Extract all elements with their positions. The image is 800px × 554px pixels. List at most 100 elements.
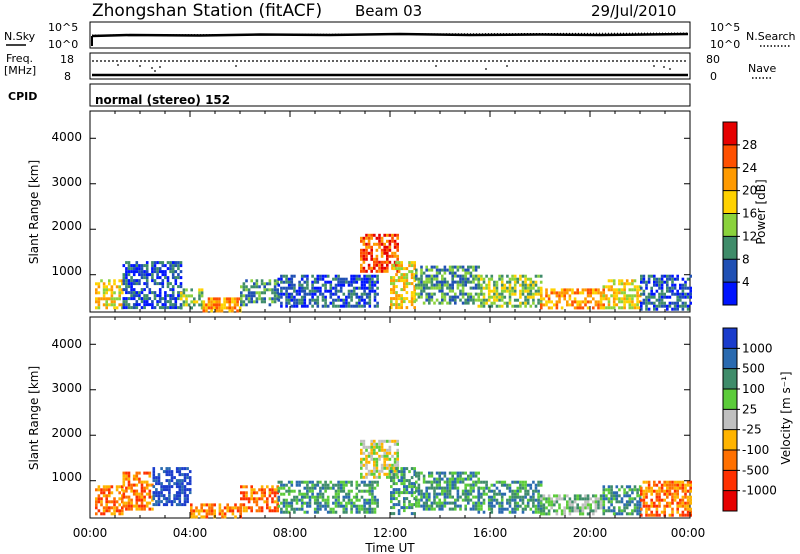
velocity-cell [268,509,272,513]
velocity-cell [513,501,517,505]
power-cell [293,298,296,302]
power-cell [686,277,690,281]
power-cell [435,265,439,269]
velocity-colorbar-frame [722,327,738,512]
velocity-cell [293,495,296,499]
velocity-cell [110,491,114,495]
velocity-cell [130,504,133,508]
power-cell [266,282,269,286]
power-cell [524,298,527,302]
power-cell [287,280,291,284]
power-cell [435,268,439,272]
velocity-cell [197,509,201,513]
power-cell [97,282,101,286]
velocity-cell [620,509,624,513]
velocity-cell [360,472,363,476]
velocity-cell [663,480,666,484]
velocity-cell [542,494,546,498]
velocity-cell [173,497,176,501]
power-cell [689,274,692,278]
power-cell [125,276,128,280]
power-cell [355,304,359,308]
power-cell [185,294,188,298]
velocity-cell [138,507,141,511]
power-cell [179,264,183,268]
power-cell [190,288,193,292]
power-cell [435,277,439,281]
power-cell [396,263,399,267]
power-cell [373,289,377,293]
power-cell [363,274,366,278]
power-cell [388,233,392,237]
power-cell [324,289,327,293]
power-cell [311,283,314,287]
velocity-cell [324,498,327,502]
power-cell [342,301,346,305]
velocity-cell [655,489,659,493]
power-cell [597,288,600,292]
power-cell [526,286,530,290]
power-cell [482,286,486,290]
velocity-cell [100,503,103,507]
power-cell [140,306,144,310]
velocity-cell [413,503,416,507]
velocity-cell [671,486,674,490]
velocity-cell [508,498,512,502]
velocity-cell [508,495,512,499]
power-cell [153,297,157,301]
station-title: Zhongshan Station (fitACF) [92,1,322,21]
velocity-cell [148,471,152,475]
power-cell [487,295,491,299]
velocity-cell [454,486,457,490]
power-cell [579,291,582,295]
power-cell [392,276,396,280]
velocity-cell [555,509,559,513]
power-cell [422,271,426,275]
velocity-cell [360,451,363,455]
power-cell [568,294,572,298]
power-cell [365,233,368,237]
velocity-cell [467,501,470,505]
power-cell [480,277,483,281]
velocity-cell [490,501,494,505]
nave-tick-bottom: 0 [710,70,717,83]
power-cell [138,279,141,283]
power-cell [413,294,416,298]
power-cell [143,270,146,274]
power-cell [532,298,535,302]
velocity-cell [631,512,634,516]
velocity-cell [242,503,246,507]
velocity-colorbar-ticklabel: 500 [742,362,765,376]
velocity-cell [610,500,613,504]
power-cell [433,301,436,305]
velocity-cell [386,451,389,455]
power-cell [130,264,133,268]
velocity-cell [370,469,373,473]
velocity-cell [516,492,520,496]
power-cell [332,292,335,296]
power-cell [438,268,441,272]
velocity-cell [115,488,119,492]
velocity-cell [226,503,229,507]
velocity-cell [395,482,398,486]
power-cell [393,254,397,258]
velocity-cell [655,483,659,487]
velocity-cell [376,480,379,484]
power-cell [451,274,454,278]
power-cell [378,245,381,249]
velocity-cell [277,504,281,508]
velocity-cell [469,489,473,493]
velocity-cell [392,488,396,492]
velocity-cell [573,506,577,510]
velocity-cell [390,500,393,504]
power-cell [383,251,386,255]
power-cell [350,283,353,287]
power-cell [158,276,162,280]
velocity-cell [392,512,396,516]
power-cell [391,251,394,255]
velocity-cell [684,486,687,490]
power-cell [145,297,149,301]
power-cell [122,282,126,286]
power-cell [397,270,401,274]
velocity-cell [689,483,692,487]
